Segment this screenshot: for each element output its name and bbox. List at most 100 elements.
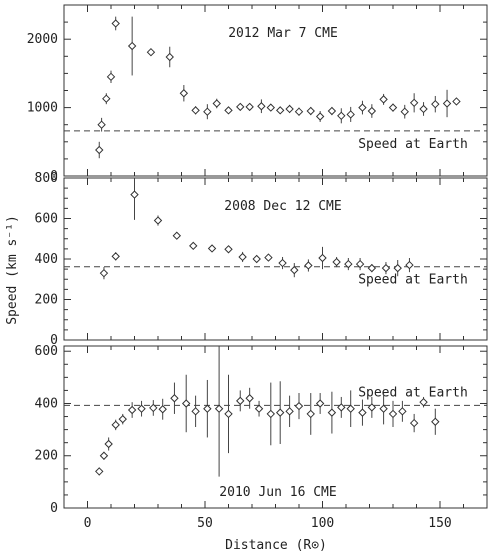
data-point: [275, 106, 285, 115]
data-point: [111, 19, 120, 28]
data-point: [99, 451, 109, 460]
y-tick-label: 800: [35, 171, 58, 186]
y-axis-label: Speed (km s⁻¹): [5, 215, 20, 325]
data-point: [379, 95, 388, 104]
data-point: [111, 252, 120, 261]
y-tick-label: 1000: [27, 101, 58, 116]
data-point: [111, 420, 120, 430]
data-point: [419, 104, 428, 114]
data-point: [367, 263, 377, 273]
data-point: [358, 103, 367, 112]
x-axis-label: Distance (R⊙): [225, 538, 327, 553]
data-point: [388, 103, 398, 112]
data-point: [99, 268, 109, 278]
y-tick-label: 600: [35, 212, 58, 227]
data-point: [400, 107, 409, 116]
data-point: [245, 394, 254, 403]
y-tick-label: 0: [50, 333, 58, 348]
data-point: [452, 97, 461, 106]
y-tick-label: 200: [35, 293, 58, 308]
panel-title: 2012 Mar 7 CME: [228, 26, 338, 41]
data-point: [158, 405, 167, 414]
data-point: [327, 408, 337, 417]
data-point: [172, 231, 182, 240]
data-point: [252, 254, 261, 264]
x-tick-label: 0: [84, 516, 92, 531]
data-point: [224, 106, 233, 115]
data-point: [236, 102, 245, 112]
data-point: [327, 106, 337, 116]
data-point: [102, 94, 111, 103]
data-point: [290, 265, 299, 275]
data-point: [203, 404, 212, 413]
speed-at-earth-label: Speed at Earth: [358, 137, 468, 152]
data-point: [214, 404, 224, 413]
data-point: [285, 104, 294, 114]
x-tick-label: 100: [311, 516, 334, 531]
panel-title: 2010 Jun 16 CME: [219, 485, 336, 500]
data-point: [393, 263, 402, 273]
data-point: [245, 102, 254, 112]
data-point: [409, 418, 419, 428]
data-point: [118, 414, 127, 424]
speed-at-earth-label: Speed at Earth: [358, 273, 468, 288]
data-point: [304, 261, 313, 270]
x-tick-label: 50: [197, 516, 213, 531]
data-point: [358, 408, 367, 417]
data-point: [179, 89, 189, 98]
data-point: [127, 41, 137, 51]
data-point: [106, 72, 116, 82]
data-point: [236, 396, 245, 406]
x-tick-label: 150: [428, 516, 451, 531]
data-point: [398, 407, 407, 416]
data-point: [137, 404, 146, 413]
data-point: [130, 190, 139, 199]
data-point: [278, 258, 287, 268]
panel-frame: [63, 345, 488, 509]
data-point: [346, 110, 355, 119]
data-point: [224, 245, 233, 254]
data-point: [285, 407, 294, 416]
data-point: [254, 404, 264, 413]
data-point: [332, 257, 341, 267]
data-point: [95, 467, 104, 476]
data-point: [306, 409, 315, 419]
y-tick-label: 600: [35, 344, 58, 359]
data-point: [294, 107, 304, 116]
data-point: [149, 403, 158, 413]
data-point: [212, 99, 221, 108]
data-point: [238, 252, 247, 262]
data-point: [337, 403, 346, 412]
panel-1: 0 1000 2000 Speed at Earth 2012 Mar 7 CME: [27, 4, 488, 184]
data-point: [127, 405, 137, 415]
data-point: [104, 439, 113, 449]
data-point: [264, 253, 273, 262]
data-point: [346, 404, 355, 413]
panel-title: 2008 Dec 12 CME: [224, 199, 341, 214]
y-tick-label: 400: [35, 252, 58, 267]
y-tick-label: 0: [50, 501, 58, 516]
data-point: [146, 47, 156, 57]
data-point: [388, 409, 398, 419]
data-point: [257, 102, 266, 111]
data-point: [419, 397, 428, 407]
data-point: [191, 106, 200, 115]
y-tick-label: 400: [35, 396, 58, 411]
data-point: [405, 260, 414, 270]
data-point: [275, 408, 285, 417]
data-point: [266, 409, 276, 419]
data-point: [153, 216, 163, 225]
data-point: [203, 107, 212, 116]
data-point: [431, 417, 440, 426]
data-point: [315, 112, 325, 121]
panel-2: 0 200 400 600 800 Speed at Earth 2008 Dec 12 C…: [35, 171, 488, 348]
panel-3: 0 200 400 600 Speed at Earth 2010 Jun 16 CME: [35, 344, 488, 516]
data-point: [95, 145, 104, 155]
data-point: [337, 111, 346, 121]
data-point: [191, 407, 200, 416]
data-point: [367, 403, 377, 412]
data-point: [224, 409, 233, 419]
y-tick-label: 0: [50, 169, 58, 184]
data-point: [355, 259, 365, 269]
